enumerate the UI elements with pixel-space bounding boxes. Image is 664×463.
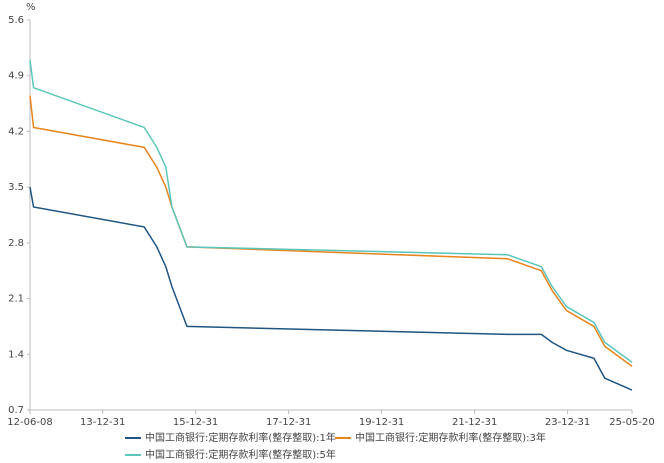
y-tick-label: 4.9 (8, 71, 24, 82)
y-tick-label: 0.7 (8, 405, 24, 416)
legend-label: 中国工商银行:定期存款利率(整存整取):3年 (355, 431, 546, 444)
x-tick-label: 12-06-08 (7, 417, 52, 428)
series-line (29, 59, 633, 363)
x-tick-label: 13-12-31 (80, 417, 125, 428)
y-tick-label: 2.8 (8, 238, 24, 249)
legend-label: 中国工商银行:定期存款利率(整存整取):5年 (145, 448, 336, 461)
y-tick-label: 1.4 (8, 349, 24, 360)
x-tick-label: 15-12-31 (173, 417, 218, 428)
x-tick-label: 23-12-31 (545, 417, 590, 428)
legend-label: 中国工商银行:定期存款利率(整存整取):1年 (145, 431, 336, 444)
y-tick-label: 2.1 (8, 294, 24, 305)
y-tick-label: 5.6 (8, 15, 24, 26)
y-tick-label: 3.5 (8, 182, 24, 193)
series-line (29, 95, 633, 367)
x-tick-label: 17-12-31 (266, 417, 311, 428)
y-axis-unit: % (26, 2, 36, 13)
x-tick-label: 25-05-20 (609, 417, 654, 428)
x-tick-label: 21-12-31 (452, 417, 497, 428)
y-tick-label: 4.2 (8, 126, 24, 137)
x-tick-label: 19-12-31 (359, 417, 404, 428)
series-line (29, 187, 633, 391)
